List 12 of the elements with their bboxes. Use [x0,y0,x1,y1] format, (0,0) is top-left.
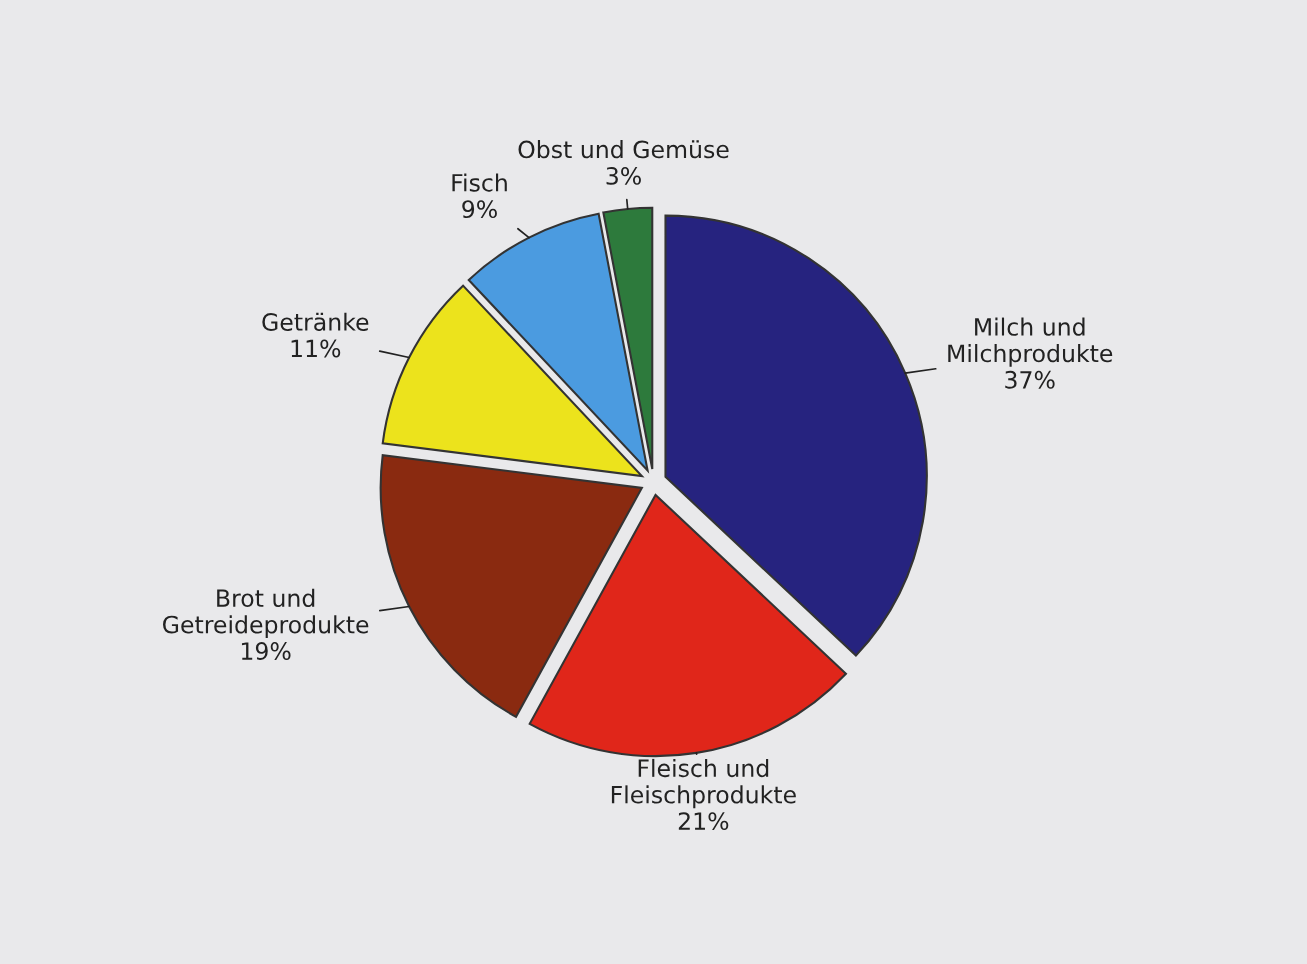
slice-label: Brot und Getreideprodukte [163,588,369,639]
slice-label: Getränke [262,312,369,331]
data-label: 11% [291,339,341,358]
data-label: 37% [1005,370,1055,389]
data-label: 19% [241,642,291,660]
slice-label: Obst und Gemüse [518,140,729,159]
slice-label: Fleisch und Fleischprodukte [611,758,796,809]
data-label: 21% [678,812,729,831]
data-label: 9% [462,200,497,219]
slice-label: Milch und Milchprodukte [948,317,1113,367]
slice-label: Fisch [452,173,507,192]
data-label: 3% [606,166,641,185]
